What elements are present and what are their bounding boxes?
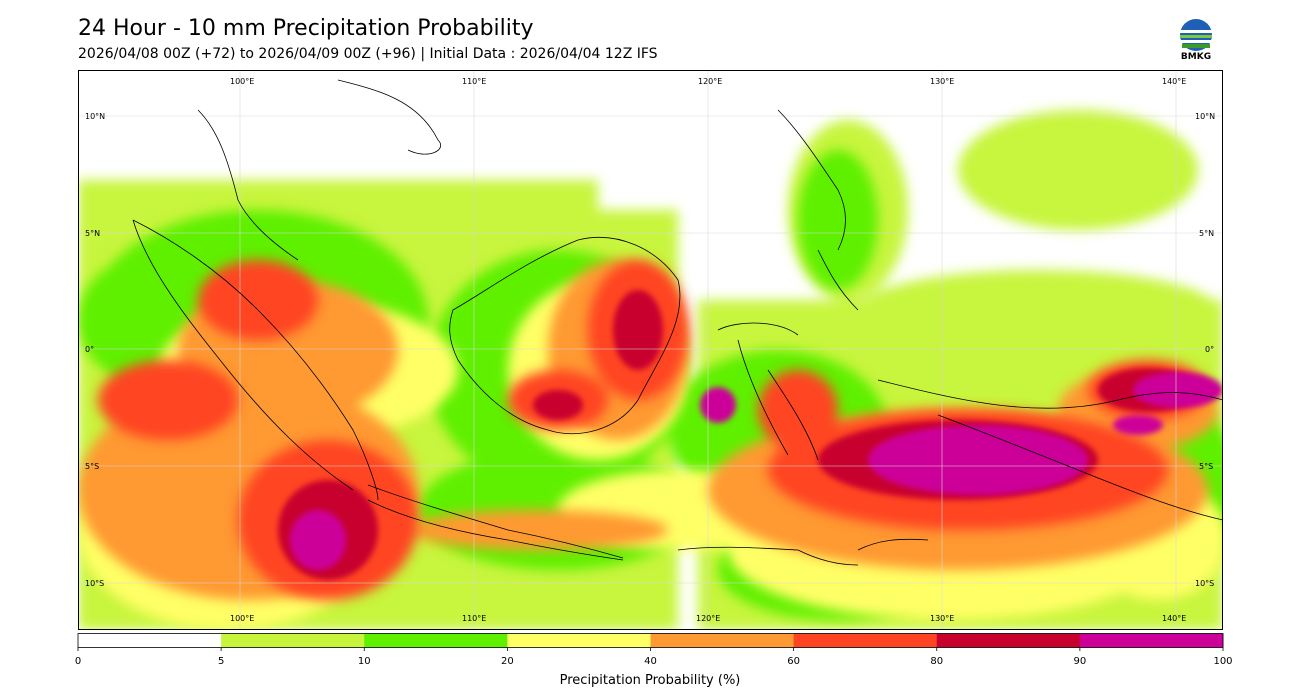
colorbar-segment	[507, 633, 651, 648]
colorbar: 0 5 10 20 40 60 80 90 100	[0, 633, 1300, 673]
lat-label-right: 10°S	[1195, 579, 1214, 588]
colorbar-segment	[793, 633, 938, 648]
coastlines	[132, 79, 1223, 566]
lon-label-bottom: 110°E	[462, 614, 486, 623]
map-subtitle: 2026/04/08 00Z (+72) to 2026/04/09 00Z (…	[78, 46, 658, 62]
lat-label-left: 0°	[85, 345, 94, 354]
colorbar-tick-label: 40	[644, 656, 657, 667]
colorbar-segment	[78, 633, 222, 648]
colorbar-segment	[221, 633, 365, 648]
lat-label-right: 10°N	[1195, 112, 1215, 121]
colorbar-tick-label: 10	[358, 656, 371, 667]
colorbar-segment	[1079, 633, 1224, 648]
colorbar-tick-label: 5	[218, 656, 224, 667]
lon-label-top: 110°E	[462, 77, 486, 86]
lon-label-bottom: 120°E	[696, 614, 720, 623]
bmkg-logo	[1174, 18, 1218, 66]
colorbar-tick-label: 80	[930, 656, 943, 667]
lat-label-left: 5°S	[85, 462, 99, 471]
colorbar-tick-label: 100	[1213, 656, 1232, 667]
lon-label-top: 120°E	[698, 77, 722, 86]
colorbar-tick-label: 60	[787, 656, 800, 667]
colorbar-tick-label: 90	[1074, 656, 1087, 667]
colorbar-label: Precipitation Probability (%)	[559, 673, 741, 688]
lon-label-bottom: 130°E	[930, 614, 954, 623]
colorbar-tick-label: 0	[75, 656, 81, 667]
colorbar-segment	[650, 633, 795, 648]
colorbar-segment	[364, 633, 508, 648]
lat-label-left: 10°S	[85, 579, 104, 588]
map-title: 24 Hour - 10 mm Precipitation Probabilit…	[78, 16, 534, 41]
bmkg-logo-text: BMKG	[1180, 52, 1212, 62]
lon-label-bottom: 140°E	[1162, 614, 1186, 623]
colorbar-tick-label: 20	[501, 656, 514, 667]
lon-label-bottom: 100°E	[230, 614, 254, 623]
gridlines	[78, 70, 1223, 630]
precip-field	[78, 110, 1223, 630]
lat-label-right: 0°	[1205, 345, 1214, 354]
lat-label-right: 5°S	[1199, 462, 1213, 471]
precipitation-map: 100°E 110°E 120°E 130°E 140°E 100°E 110°…	[78, 70, 1223, 630]
lon-label-top: 140°E	[1162, 77, 1186, 86]
lon-label-top: 130°E	[930, 77, 954, 86]
lat-label-left: 5°N	[85, 229, 100, 238]
colorbar-segment	[936, 633, 1081, 648]
lon-label-top: 100°E	[230, 77, 254, 86]
lat-label-right: 5°N	[1199, 229, 1214, 238]
lat-label-left: 10°N	[85, 112, 105, 121]
